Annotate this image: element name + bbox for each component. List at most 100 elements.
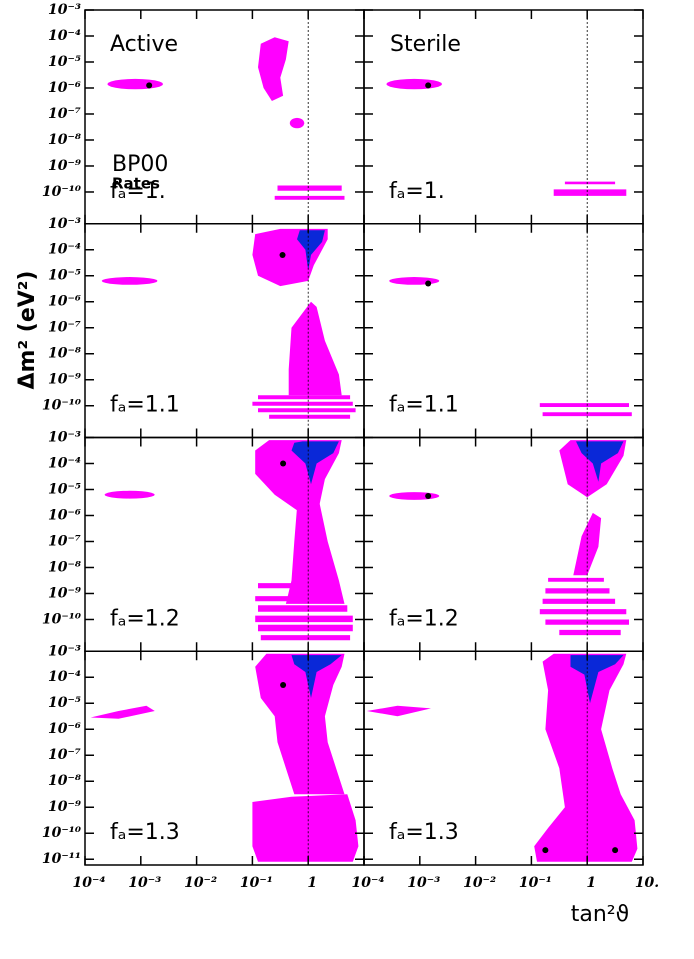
magenta-region [277,185,342,191]
y-tick-label: 10⁻⁸ [48,346,81,362]
annotation: Rates [112,175,160,193]
row-label: fₐ=1.3 [110,820,180,845]
y-tick-label: 10⁻⁵ [48,481,81,497]
y-tick-label: 10⁻⁴ [48,28,81,44]
magenta-region [542,598,616,604]
row-label: fₐ=1. [389,179,445,204]
y-tick-label: 10⁻³ [48,643,81,659]
magenta-region [255,596,342,602]
y-tick-label: 10⁻¹⁰ [42,611,81,627]
blue-region [576,441,624,482]
y-tick-label: 10⁻⁹ [48,585,81,601]
y-tick-label: 10⁻¹⁰ [42,825,81,841]
y-tick-label: 10⁻⁴ [48,242,81,258]
y-tick-label: 10⁻⁸ [48,773,81,789]
best-fit-point [425,492,432,499]
y-tick-label: 10⁻⁹ [48,372,81,388]
x-axis-label: tan²ϑ [571,902,630,927]
column-title: Sterile [390,32,461,57]
magenta-region [542,412,632,417]
x-tick-label: 1 [586,875,596,891]
y-tick-label: 10⁻⁶ [48,507,81,523]
y-tick-label: 10⁻⁵ [48,54,81,70]
magenta-region [255,615,353,623]
x-tick-label: 10⁻³ [128,875,161,891]
y-tick-label: 10⁻⁶ [48,721,81,737]
annotation: BP00 [112,152,168,177]
y-tick-label: 10⁻¹¹ [42,851,81,867]
magenta-region [258,583,337,589]
y-tick-label: 10⁻⁸ [48,559,81,575]
blue-region [570,655,624,704]
best-fit-point [280,460,287,467]
y-tick-label: 10⁻⁸ [48,132,81,148]
y-tick-label: 10⁻⁷ [48,106,81,122]
magenta-region [288,301,342,396]
magenta-region [101,277,158,285]
x-tick-label: 10⁻¹ [240,875,273,891]
magenta-region [260,635,351,641]
best-fit-point [280,682,287,689]
magenta-region [389,492,440,500]
magenta-region [553,189,627,196]
magenta-region [269,414,351,419]
magenta-region [545,588,610,594]
best-fit-point [612,847,619,854]
row-label: fₐ=1. [110,179,166,204]
x-tick-label: 10⁻² [463,875,496,891]
column-title: Active [110,32,178,57]
row-label: fₐ=1.2 [110,606,180,631]
x-tick-label: 10⁻¹ [519,875,552,891]
magenta-region [573,512,602,576]
magenta-region [252,794,359,862]
magenta-region [285,502,345,604]
magenta-region [564,181,616,185]
best-fit-point [425,280,432,287]
magenta-region [539,609,627,615]
best-fit-point [542,847,549,854]
magenta-region [534,653,638,862]
magenta-region [366,705,431,717]
magenta-region [107,78,164,90]
best-fit-point [279,251,286,258]
y-tick-label: 10⁻⁷ [48,320,81,336]
magenta-region [274,195,345,200]
blue-region [297,230,325,271]
y-tick-label: 10⁻⁵ [48,268,81,284]
magenta-region [289,117,305,129]
y-tick-label: 10⁻⁵ [48,695,81,711]
row-label: fₐ=1.1 [110,393,180,418]
y-tick-label: 10⁻⁹ [48,158,81,174]
y-tick-label: 10⁻³ [48,2,81,18]
magenta-region [252,401,353,406]
y-tick-label: 10⁻⁶ [48,80,81,96]
x-tick-label: 10⁻² [184,875,217,891]
x-tick-label: 10. [635,875,659,891]
best-fit-point [146,82,153,89]
best-fit-point [425,82,432,89]
magenta-region [258,408,356,413]
y-tick-label: 10⁻¹⁰ [42,184,81,200]
y-tick-label: 10⁻⁷ [48,747,81,763]
y-tick-label: 10⁻⁶ [48,294,81,310]
blue-region [291,655,342,698]
magenta-region [548,577,604,582]
magenta-region [104,490,155,499]
y-tick-label: 10⁻⁴ [48,669,81,685]
blue-region [291,441,339,485]
y-tick-label: 10⁻⁹ [48,799,81,815]
row-label: fₐ=1.1 [389,393,459,418]
magenta-region [539,403,629,407]
magenta-region [559,629,621,636]
y-tick-label: 10⁻⁴ [48,455,81,471]
magenta-region [255,653,345,795]
row-label: fₐ=1.3 [389,820,459,845]
row-label: fₐ=1.2 [389,606,459,631]
magenta-region [389,277,440,285]
y-tick-label: 10⁻⁷ [48,533,81,549]
x-tick-label: 10⁻³ [407,875,440,891]
magenta-region [258,37,289,101]
magenta-region [90,705,155,719]
magenta-region [386,78,443,90]
panel-frame [363,650,644,866]
